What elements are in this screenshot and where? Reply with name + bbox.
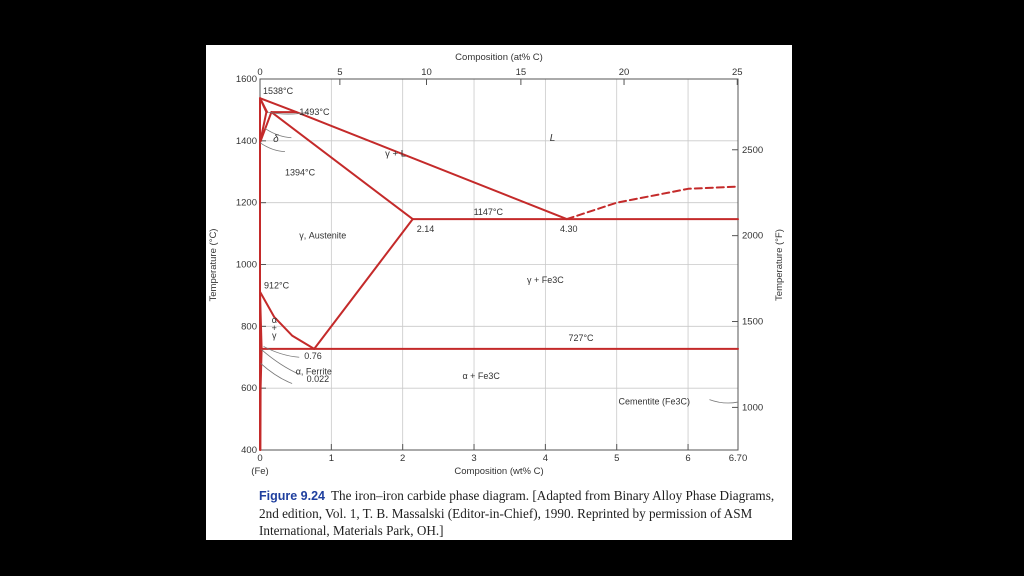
x-tick-label: 2 [400, 453, 405, 464]
annotation-label: 4.30 [560, 224, 578, 234]
x2-tick-label: 10 [421, 67, 432, 78]
annotation-label: 2.14 [417, 224, 435, 234]
annotation-label: 1147°C [474, 207, 504, 217]
leader-line [264, 128, 292, 139]
figure-label: Figure 9.24 [259, 489, 325, 503]
y-tick-label: 800 [241, 321, 257, 332]
x2-tick-label: 5 [337, 67, 342, 78]
annotation-label: 727°C [568, 333, 594, 343]
annotation-label: + [272, 323, 277, 333]
caption-text: The iron–iron carbide phase diagram. [Ad… [259, 488, 775, 538]
x-end-label: 6.70 [729, 453, 748, 464]
y2-tick-label: 1000 [742, 402, 763, 413]
y2-tick-label: 2500 [742, 145, 763, 156]
y-tick-label: 1600 [236, 74, 257, 85]
x2-tick-label: 15 [516, 67, 527, 78]
x-origin-note: (Fe) [251, 466, 268, 477]
figure-panel: 0 1 2 3 4 5 6 400 600 800 1000 1200 1400 1600 0 5 10 15 20… [206, 45, 792, 540]
leader-line [267, 111, 309, 115]
annotation-label: 1538°C [263, 86, 294, 96]
y2-axis-label: Temperature (°F) [774, 229, 785, 301]
annotation-label: 0.76 [304, 351, 322, 361]
annotation-label: δ [273, 134, 279, 145]
x-tick-label: 5 [614, 453, 619, 464]
phase-boundary [259, 111, 273, 144]
x2-tick-label: 20 [619, 67, 630, 78]
annotation-label: Cementite (Fe3C) [618, 397, 690, 407]
annotation-label: γ + L [385, 148, 406, 159]
leader-line [261, 349, 300, 375]
y-tick-label: 1200 [236, 198, 257, 209]
leader-line [263, 346, 300, 358]
annotation-label: γ [272, 331, 277, 341]
phase-boundaries [259, 97, 739, 451]
leader-line [709, 399, 739, 404]
annotation-label: 912°C [264, 281, 290, 291]
annotation-label: 0.022 [307, 374, 330, 384]
leader-lines [259, 111, 739, 404]
annotation-label: γ + Fe3C [527, 275, 564, 285]
x-tick-label: 1 [329, 453, 334, 464]
grid-lines [259, 78, 738, 451]
phase-boundary [565, 185, 739, 221]
annotation-label: α, Ferrite [296, 367, 332, 377]
y2-tick-label: 2000 [742, 231, 763, 242]
annotation-label: α [272, 315, 277, 325]
y-tick-label: 1400 [236, 136, 257, 147]
y2-tick-label: 1500 [742, 317, 763, 328]
x2-axis-label: Composition (at% C) [455, 52, 543, 63]
leader-line [259, 142, 285, 153]
region-labels: 1538°C 1493°C δ 1394°C Lγ + L 1147°C 2.14 4.30 γ… [263, 86, 690, 406]
x-axis-label: Composition (wt% C) [454, 466, 543, 477]
y-tick-label: 1000 [236, 260, 257, 271]
annotation-label: γ, Austenite [299, 231, 346, 241]
x-tick-label: 3 [471, 453, 476, 464]
phase-boundary [313, 218, 414, 350]
phase-boundary [259, 97, 268, 114]
x-tick-label: 4 [543, 453, 548, 464]
y-tick-label: 400 [241, 445, 257, 456]
x2-tick-label: 25 [732, 67, 743, 78]
x-tick-label: 0 [257, 453, 262, 464]
annotation-label: L [550, 133, 556, 144]
phase-boundary [270, 111, 414, 221]
phase-boundary [259, 290, 316, 350]
y-axis-label: Temperature (°C) [208, 229, 219, 302]
annotation-label: 1493°C [299, 107, 330, 117]
annotation-label: α + Fe3C [462, 371, 500, 381]
leader-line [260, 363, 293, 384]
x-tick-label: 6 [685, 453, 690, 464]
y-tick-label: 600 [241, 383, 257, 394]
x2-tick-label: 0 [257, 67, 262, 78]
annotation-label: 1394°C [285, 168, 316, 178]
figure-caption: Figure 9.24 The iron–iron carbide phase d… [259, 487, 779, 539]
